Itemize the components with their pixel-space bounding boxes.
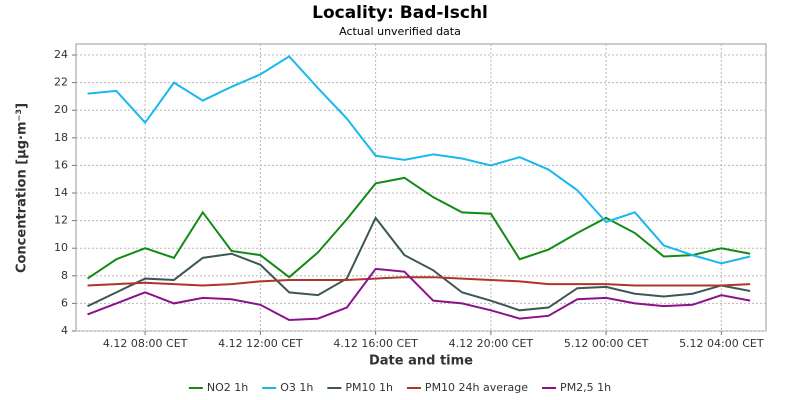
- chart-subtitle: Actual unverified data: [339, 25, 461, 38]
- x-tick-label: 4.12 08:00 CET: [103, 337, 188, 350]
- y-tick-label: 8: [61, 269, 68, 282]
- y-axis-label: Concentration [µg·m⁻³]: [15, 103, 30, 273]
- series-line: [86, 176, 751, 280]
- x-tick-label: 5.12 00:00 CET: [564, 337, 649, 350]
- y-tick-label: 20: [54, 103, 68, 116]
- chart-title: Locality: Bad-Ischl: [312, 3, 488, 23]
- series-line: [87, 215, 751, 312]
- legend-label: NO2 1h: [207, 381, 248, 394]
- x-tick-label: 4.12 12:00 CET: [218, 337, 303, 350]
- series-line: [87, 267, 751, 321]
- legend: NO2 1h O3 1h PM10 1h PM10 24h average PM2,5 …: [188, 381, 611, 394]
- x-axis-label: Date and time: [369, 354, 473, 369]
- x-tick-label: 4.12 16:00 CET: [333, 337, 418, 350]
- y-tick-label: 10: [54, 241, 68, 254]
- legend-label: PM10 1h: [345, 381, 393, 394]
- legend-label: O3 1h: [280, 381, 313, 394]
- plot-area: [75, 43, 767, 332]
- y-tick-label: 4: [61, 324, 68, 337]
- y-tick-label: 16: [54, 158, 68, 171]
- y-tick-label: 14: [54, 186, 68, 199]
- y-tick-label: 12: [54, 214, 68, 227]
- x-tick-label: 4.12 20:00 CET: [449, 337, 534, 350]
- x-tick-label: 5.12 04:00 CET: [679, 337, 764, 350]
- y-tick-label: 24: [54, 48, 68, 61]
- legend-label: PM10 24h average: [425, 381, 528, 394]
- series-line: [87, 276, 751, 287]
- y-tick-label: 6: [61, 296, 68, 309]
- legend-label: PM2,5 1h: [560, 381, 611, 394]
- y-tick-label: 18: [54, 131, 68, 144]
- series-line: [87, 55, 751, 265]
- y-tick-label: 22: [54, 76, 68, 89]
